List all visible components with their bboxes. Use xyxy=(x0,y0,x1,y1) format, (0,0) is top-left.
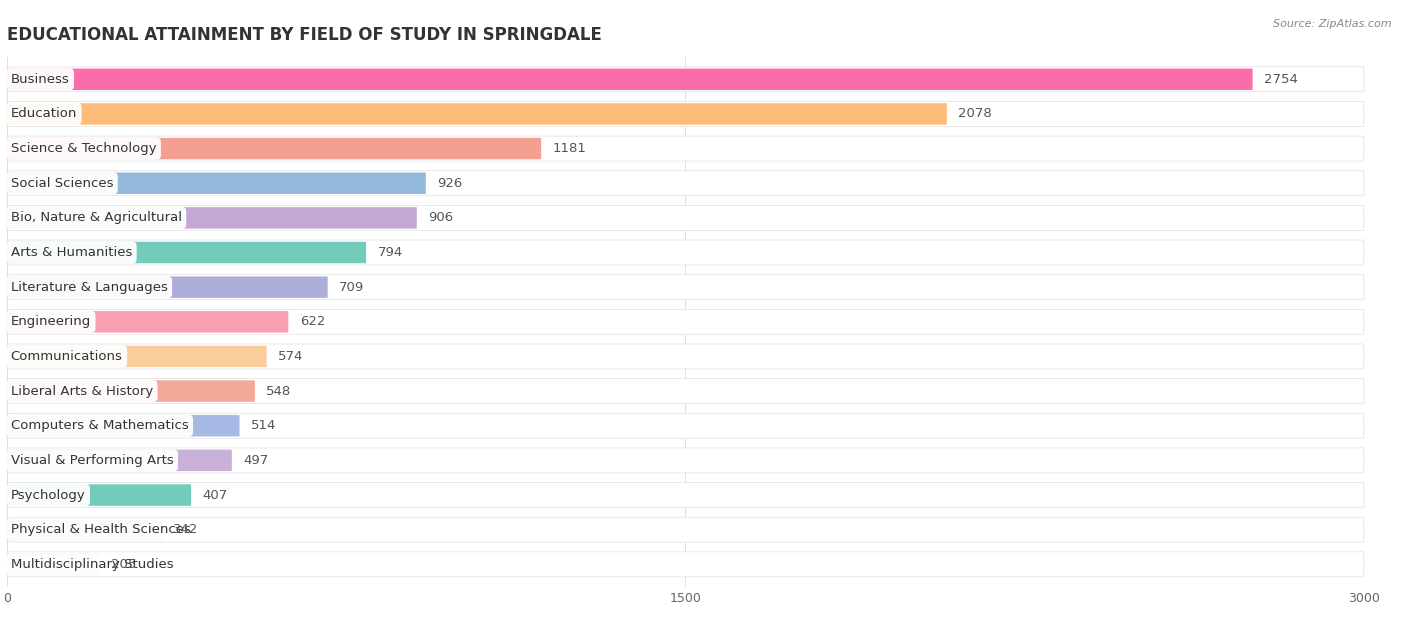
Text: 574: 574 xyxy=(278,350,304,363)
Text: Psychology: Psychology xyxy=(11,488,86,502)
FancyBboxPatch shape xyxy=(7,103,946,125)
FancyBboxPatch shape xyxy=(7,344,1364,369)
Text: 906: 906 xyxy=(427,211,453,225)
Text: 622: 622 xyxy=(299,316,325,328)
Text: Physical & Health Sciences: Physical & Health Sciences xyxy=(11,523,191,536)
FancyBboxPatch shape xyxy=(7,450,232,471)
FancyBboxPatch shape xyxy=(7,172,426,194)
Text: Social Sciences: Social Sciences xyxy=(11,177,112,190)
FancyBboxPatch shape xyxy=(7,171,1364,196)
Text: 2078: 2078 xyxy=(957,107,991,121)
Text: Communications: Communications xyxy=(11,350,122,363)
Text: Visual & Performing Arts: Visual & Performing Arts xyxy=(11,454,173,467)
FancyBboxPatch shape xyxy=(7,207,416,228)
Text: EDUCATIONAL ATTAINMENT BY FIELD OF STUDY IN SPRINGDALE: EDUCATIONAL ATTAINMENT BY FIELD OF STUDY… xyxy=(7,26,602,44)
FancyBboxPatch shape xyxy=(7,517,1364,542)
Text: Bio, Nature & Agricultural: Bio, Nature & Agricultural xyxy=(11,211,181,225)
FancyBboxPatch shape xyxy=(7,274,1364,300)
Text: Education: Education xyxy=(11,107,77,121)
FancyBboxPatch shape xyxy=(7,346,267,367)
Text: Liberal Arts & History: Liberal Arts & History xyxy=(11,385,153,398)
Text: Multidisciplinary Studies: Multidisciplinary Studies xyxy=(11,558,173,571)
FancyBboxPatch shape xyxy=(7,415,239,437)
FancyBboxPatch shape xyxy=(7,379,1364,404)
FancyBboxPatch shape xyxy=(7,276,328,298)
FancyBboxPatch shape xyxy=(7,138,541,160)
FancyBboxPatch shape xyxy=(7,206,1364,230)
Text: 1181: 1181 xyxy=(553,142,586,155)
FancyBboxPatch shape xyxy=(7,552,1364,577)
FancyBboxPatch shape xyxy=(7,448,1364,473)
Text: 342: 342 xyxy=(173,523,198,536)
FancyBboxPatch shape xyxy=(7,519,162,540)
FancyBboxPatch shape xyxy=(7,311,288,333)
FancyBboxPatch shape xyxy=(7,242,366,263)
FancyBboxPatch shape xyxy=(7,413,1364,438)
Text: 2754: 2754 xyxy=(1264,73,1298,86)
FancyBboxPatch shape xyxy=(7,484,191,506)
Text: 926: 926 xyxy=(437,177,463,190)
FancyBboxPatch shape xyxy=(7,102,1364,126)
Text: 794: 794 xyxy=(377,246,402,259)
Text: 407: 407 xyxy=(202,488,228,502)
Text: 514: 514 xyxy=(250,419,276,432)
FancyBboxPatch shape xyxy=(7,69,1253,90)
Text: 497: 497 xyxy=(243,454,269,467)
Text: Science & Technology: Science & Technology xyxy=(11,142,156,155)
FancyBboxPatch shape xyxy=(7,67,1364,91)
Text: Business: Business xyxy=(11,73,69,86)
FancyBboxPatch shape xyxy=(7,380,254,402)
FancyBboxPatch shape xyxy=(7,553,100,575)
FancyBboxPatch shape xyxy=(7,483,1364,507)
FancyBboxPatch shape xyxy=(7,309,1364,334)
Text: 548: 548 xyxy=(266,385,291,398)
Text: Engineering: Engineering xyxy=(11,316,91,328)
Text: Literature & Languages: Literature & Languages xyxy=(11,281,167,293)
Text: 205: 205 xyxy=(111,558,136,571)
FancyBboxPatch shape xyxy=(7,136,1364,161)
Text: Source: ZipAtlas.com: Source: ZipAtlas.com xyxy=(1274,19,1392,29)
FancyBboxPatch shape xyxy=(7,240,1364,265)
Text: Arts & Humanities: Arts & Humanities xyxy=(11,246,132,259)
Text: Computers & Mathematics: Computers & Mathematics xyxy=(11,419,188,432)
Text: 709: 709 xyxy=(339,281,364,293)
